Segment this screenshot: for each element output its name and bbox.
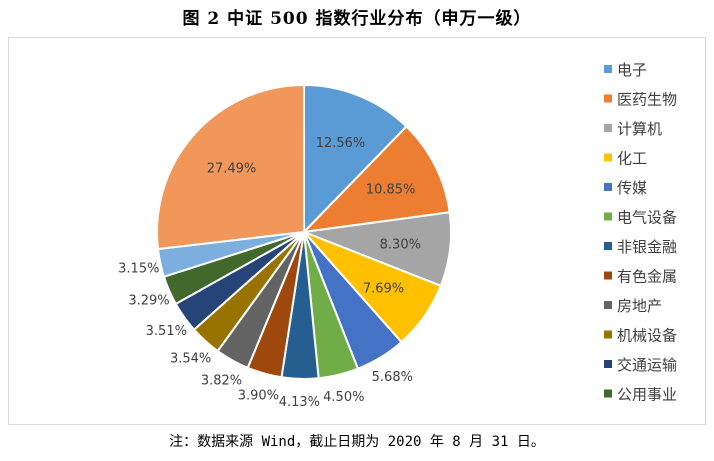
data-label: 27.49% (207, 162, 257, 177)
legend-swatch (604, 212, 612, 221)
pie-slice (303, 83, 408, 235)
legend-swatch (604, 94, 612, 103)
source-note: 注：数据来源 Wind，截止日期为 2020 年 8 月 31 日。 (169, 434, 545, 450)
legend-label: 交通运输 (617, 356, 677, 374)
legend-label: 有色金属 (617, 268, 677, 286)
legend-swatch (604, 330, 612, 339)
data-label: 12.56% (316, 136, 366, 151)
legend-label: 电子 (617, 61, 647, 79)
data-label: 10.85% (366, 182, 416, 197)
legend-label: 房地产 (617, 297, 662, 315)
pie-slice (301, 125, 451, 234)
data-label: 8.30% (380, 238, 421, 253)
legend-swatch (604, 301, 612, 309)
legend-swatch (604, 242, 612, 250)
data-label: 3.90% (238, 389, 279, 404)
legend-swatch (604, 183, 612, 191)
legend-label: 化工 (617, 150, 647, 168)
data-label: 3.82% (201, 374, 242, 389)
legend-label: 计算机 (617, 120, 662, 138)
legend-swatch (604, 153, 612, 162)
chart-title: 图 2 中证 500 指数行业分布（申万一级） (182, 9, 532, 29)
data-label: 3.29% (128, 293, 169, 308)
legend-label: 医药生物 (617, 91, 677, 109)
data-label: 3.51% (146, 324, 187, 339)
data-label: 4.13% (279, 395, 320, 410)
legend-label: 电气设备 (617, 209, 677, 227)
data-label: 7.69% (363, 282, 404, 297)
data-label: 3.15% (118, 262, 159, 277)
legend-swatch (604, 124, 612, 132)
legend-swatch (604, 360, 612, 368)
data-label: 3.54% (170, 351, 211, 366)
pie-slice (156, 83, 305, 251)
legend-swatch (604, 389, 612, 398)
data-label: 5.68% (372, 370, 413, 385)
chart-frame (8, 37, 706, 425)
legend-label: 非银金融 (617, 238, 677, 256)
legend-label: 机械设备 (617, 327, 677, 345)
legend-label: 公用事业 (617, 386, 677, 404)
legend-swatch (604, 65, 612, 73)
data-label: 4.50% (323, 390, 364, 405)
legend-swatch (604, 271, 612, 280)
legend-label: 传媒 (617, 179, 647, 197)
